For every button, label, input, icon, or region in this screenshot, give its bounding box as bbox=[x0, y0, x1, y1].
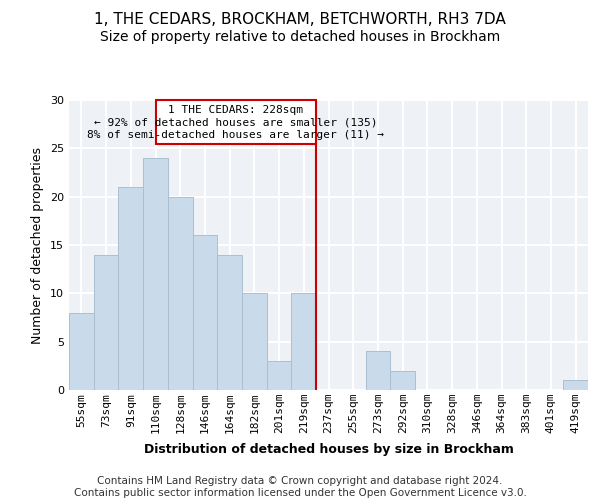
Text: 8% of semi-detached houses are larger (11) →: 8% of semi-detached houses are larger (1… bbox=[88, 130, 385, 140]
Text: Distribution of detached houses by size in Brockham: Distribution of detached houses by size … bbox=[144, 442, 514, 456]
Bar bbox=[94, 254, 118, 390]
Bar bbox=[168, 196, 193, 390]
Text: 1 THE CEDARS: 228sqm: 1 THE CEDARS: 228sqm bbox=[169, 105, 304, 115]
Bar bbox=[217, 254, 242, 390]
FancyBboxPatch shape bbox=[155, 100, 316, 144]
Bar bbox=[365, 352, 390, 390]
Text: Contains HM Land Registry data © Crown copyright and database right 2024.
Contai: Contains HM Land Registry data © Crown c… bbox=[74, 476, 526, 498]
Text: Size of property relative to detached houses in Brockham: Size of property relative to detached ho… bbox=[100, 30, 500, 44]
Bar bbox=[69, 312, 94, 390]
Bar bbox=[390, 370, 415, 390]
Bar bbox=[143, 158, 168, 390]
Bar bbox=[242, 294, 267, 390]
Text: ← 92% of detached houses are smaller (135): ← 92% of detached houses are smaller (13… bbox=[94, 118, 377, 128]
Bar bbox=[292, 294, 316, 390]
Y-axis label: Number of detached properties: Number of detached properties bbox=[31, 146, 44, 344]
Bar bbox=[267, 361, 292, 390]
Bar bbox=[118, 187, 143, 390]
Bar bbox=[563, 380, 588, 390]
Bar bbox=[193, 236, 217, 390]
Text: 1, THE CEDARS, BROCKHAM, BETCHWORTH, RH3 7DA: 1, THE CEDARS, BROCKHAM, BETCHWORTH, RH3… bbox=[94, 12, 506, 28]
